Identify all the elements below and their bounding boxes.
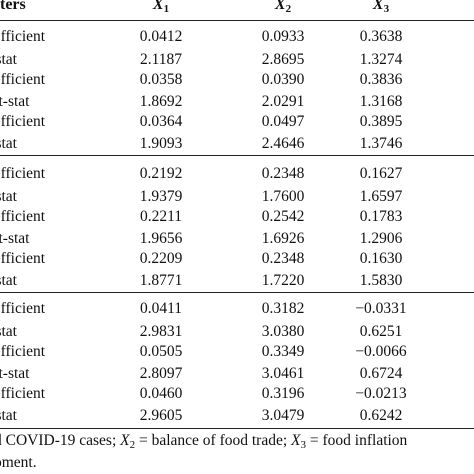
row-value-x3: 0.3836 <box>359 71 403 88</box>
row-parameter-label: pefficient <box>0 343 46 360</box>
group-divider-1 <box>0 155 474 156</box>
row-value-x2: 0.3196 <box>261 385 305 402</box>
row-value-x1: 2.8097 <box>139 365 183 382</box>
row-value-x2: 0.0390 <box>261 71 305 88</box>
row-value-x3: 0.1630 <box>359 250 403 267</box>
row-value-x3: 1.3746 <box>359 135 403 152</box>
row-value-x1: 0.0505 <box>139 343 183 360</box>
row-parameter-label: pefficient <box>0 300 46 317</box>
row-parameter-label: pefficient <box>0 250 46 267</box>
row-value-x3: 1.3168 <box>359 93 403 110</box>
row-value-x3: 1.5830 <box>359 272 403 289</box>
row-value-x1: 2.9605 <box>139 407 183 424</box>
header-x3: X3 <box>372 0 390 15</box>
row-value-x3: 0.6251 <box>359 323 403 340</box>
row-parameter-label: pefficient <box>0 165 46 182</box>
row-value-x1: 0.0460 <box>139 385 183 402</box>
row-parameter-label: S t-stat <box>0 230 30 247</box>
row-value-x3: 0.3638 <box>359 28 403 45</box>
row-value-x3: −0.0213 <box>355 385 407 402</box>
row-value-x2: 3.0461 <box>261 365 305 382</box>
row-parameter-label: t-stat <box>0 188 17 205</box>
row-value-x3: 0.3895 <box>359 113 403 130</box>
row-value-x1: 1.8771 <box>139 272 183 289</box>
top-rule <box>0 20 474 21</box>
header-x2: X2 <box>274 0 292 15</box>
row-value-x2: 1.6926 <box>261 230 305 247</box>
row-value-x1: 0.0412 <box>139 28 183 45</box>
row-value-x3: 0.6242 <box>359 407 403 424</box>
row-value-x3: 1.3274 <box>359 51 403 68</box>
row-value-x1: 0.0364 <box>139 113 183 130</box>
row-value-x2: 0.2348 <box>261 165 305 182</box>
header-parameters: neters <box>0 0 26 13</box>
row-value-x2: 1.7600 <box>261 188 305 205</box>
row-value-x3: 0.1783 <box>359 208 403 225</box>
row-value-x3: 0.6724 <box>359 365 403 382</box>
row-parameter-label: t-stat <box>0 323 17 340</box>
row-value-x2: 3.0479 <box>261 407 305 424</box>
row-value-x1: 2.1187 <box>139 51 183 68</box>
row-parameter-label: pefficient <box>0 208 46 225</box>
row-value-x2: 2.4646 <box>261 135 305 152</box>
row-parameter-label: S t-stat <box>0 93 30 110</box>
row-value-x3: 0.1627 <box>359 165 403 182</box>
row-parameter-label: pefficient <box>0 28 46 45</box>
row-value-x2: 2.0291 <box>261 93 305 110</box>
row-parameter-label: pefficient <box>0 113 46 130</box>
row-value-x1: 1.9656 <box>139 230 183 247</box>
row-parameter-label: S t-stat <box>0 365 30 382</box>
row-parameter-label: t-stat <box>0 135 17 152</box>
row-value-x1: 1.8692 <box>139 93 183 110</box>
row-parameter-label: pefficient <box>0 385 46 402</box>
row-value-x3: 1.2906 <box>359 230 403 247</box>
row-value-x2: 0.3349 <box>261 343 305 360</box>
row-value-x1: 1.9379 <box>139 188 183 205</box>
row-value-x2: 1.7220 <box>261 272 305 289</box>
group-divider-2 <box>0 292 474 293</box>
row-parameter-label: pefficient <box>0 71 46 88</box>
row-value-x3: −0.0066 <box>355 343 407 360</box>
footnote-line-2: pment. <box>0 454 37 471</box>
row-parameter-label: t-stat <box>0 51 17 68</box>
header-x1: X1 <box>152 0 170 15</box>
row-value-x1: 0.0411 <box>139 300 183 317</box>
row-value-x1: 1.9093 <box>139 135 183 152</box>
row-value-x2: 3.0380 <box>261 323 305 340</box>
row-value-x1: 0.0358 <box>139 71 183 88</box>
row-value-x1: 0.2192 <box>139 165 183 182</box>
row-value-x1: 0.2209 <box>139 250 183 267</box>
row-value-x2: 0.3182 <box>261 300 305 317</box>
row-value-x3: 1.6597 <box>359 188 403 205</box>
row-value-x2: 0.0933 <box>261 28 305 45</box>
row-value-x2: 0.2542 <box>261 208 305 225</box>
row-value-x1: 2.9831 <box>139 323 183 340</box>
row-value-x1: 0.2211 <box>139 208 183 225</box>
bottom-rule <box>0 428 474 429</box>
footnote: d COVID-19 cases; X2 = balance of food t… <box>0 432 408 451</box>
row-parameter-label: t-stat <box>0 407 17 424</box>
row-value-x2: 0.2348 <box>261 250 305 267</box>
row-parameter-label: t-stat <box>0 272 17 289</box>
row-value-x3: −0.0331 <box>355 300 407 317</box>
row-value-x2: 2.8695 <box>261 51 305 68</box>
row-value-x2: 0.0497 <box>261 113 305 130</box>
